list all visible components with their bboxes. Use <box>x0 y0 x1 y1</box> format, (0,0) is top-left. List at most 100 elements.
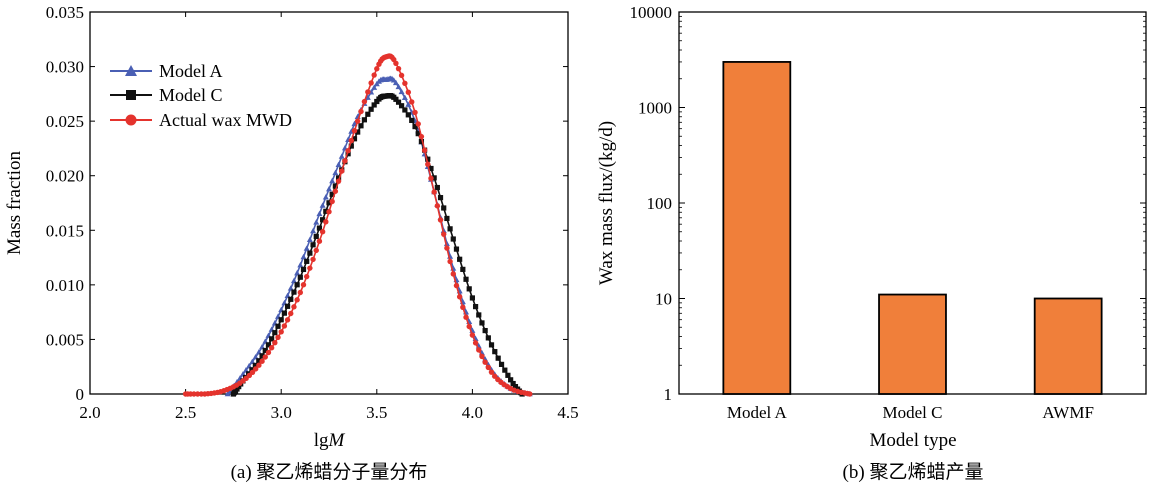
data-point <box>278 317 284 323</box>
panel-b-axis-ticks: 1 10 100 1000 10000 Model A Model C AWMF <box>630 3 1146 422</box>
data-point <box>460 304 466 310</box>
data-point <box>398 103 405 109</box>
data-point <box>297 262 304 268</box>
data-point <box>297 274 303 280</box>
data-point <box>479 353 485 360</box>
x-tick-label: 3.5 <box>366 403 387 422</box>
y-tick-label: 0.010 <box>46 276 84 295</box>
data-point <box>457 256 463 262</box>
y-tick-label: 0.025 <box>46 112 84 131</box>
panel-a-y-axis-label: Mass fraction <box>4 151 25 255</box>
data-point <box>351 128 358 134</box>
data-point <box>268 345 275 351</box>
data-point <box>485 335 491 341</box>
data-point <box>339 168 345 174</box>
data-point <box>412 109 418 116</box>
data-point <box>313 247 319 254</box>
data-point <box>342 158 348 164</box>
data-point <box>335 161 342 167</box>
x-label-variable: M <box>327 430 345 451</box>
data-point <box>395 65 402 72</box>
data-point <box>398 88 405 95</box>
data-point <box>294 282 300 288</box>
data-point <box>323 219 329 225</box>
data-point <box>303 273 310 280</box>
data-point <box>472 304 479 310</box>
data-point <box>269 336 275 342</box>
data-point <box>345 151 351 157</box>
data-point <box>335 175 342 181</box>
data-point <box>316 238 323 244</box>
data-point <box>288 296 294 302</box>
y-tick-label: 1 <box>664 385 673 404</box>
data-point <box>246 362 253 369</box>
panel-b-x-axis-label: Model type <box>869 430 956 451</box>
data-point <box>297 289 304 296</box>
x-tick-label: 4.5 <box>557 403 578 422</box>
data-point <box>476 347 482 353</box>
data-point <box>262 354 268 360</box>
bar-model-a <box>722 61 792 395</box>
data-point <box>428 165 434 172</box>
data-point <box>453 246 460 252</box>
data-point <box>262 347 268 354</box>
legend-label-model-c: Model C <box>159 85 223 105</box>
panel-b-y-axis-label: Wax mass flux/(kg/d) <box>596 121 617 285</box>
data-point <box>418 133 425 140</box>
data-point <box>368 80 374 86</box>
data-point <box>425 156 431 162</box>
panel-a-series-group <box>182 53 533 397</box>
data-point <box>345 147 351 154</box>
data-point <box>444 245 450 251</box>
data-point <box>259 358 265 364</box>
data-point <box>392 79 399 86</box>
data-point <box>338 153 345 159</box>
y-tick-label: 0.035 <box>46 3 84 22</box>
bar-awmf <box>1033 297 1103 395</box>
y-tick-label: 100 <box>647 194 673 213</box>
data-point <box>284 292 291 299</box>
data-point <box>300 282 307 288</box>
data-point <box>252 362 258 369</box>
data-point <box>437 217 444 223</box>
y-tick-label: 10 <box>655 290 672 309</box>
data-point <box>415 121 421 127</box>
data-point <box>265 342 272 348</box>
series-actual-wax-mwd <box>182 53 533 397</box>
data-point <box>498 361 505 367</box>
data-point <box>275 323 281 329</box>
data-point <box>253 366 259 372</box>
data-point <box>371 102 377 108</box>
data-point <box>482 359 488 365</box>
data-point <box>249 369 256 376</box>
x-tick-label: 4.0 <box>462 403 483 422</box>
data-point <box>313 233 319 240</box>
data-point <box>398 72 405 79</box>
data-point <box>421 147 428 153</box>
data-point <box>374 66 380 72</box>
data-point <box>508 377 514 383</box>
data-point <box>485 364 492 371</box>
y-tick-label: 0 <box>76 385 85 404</box>
data-point <box>304 258 310 264</box>
data-point <box>320 217 326 223</box>
data-point <box>365 111 371 117</box>
data-point <box>287 285 294 291</box>
y-tick-label: 1000 <box>638 99 672 118</box>
data-point <box>402 107 408 113</box>
data-point <box>256 362 262 368</box>
data-point <box>463 314 469 320</box>
data-point <box>395 99 402 105</box>
data-point <box>472 340 479 346</box>
data-point <box>469 295 475 301</box>
data-point <box>361 117 368 123</box>
x-label-prefix: lg <box>314 430 329 451</box>
data-point <box>358 108 364 115</box>
data-point <box>306 236 313 243</box>
legend-entry-actual-wax: Actual wax MWD <box>110 110 292 130</box>
data-point <box>431 175 437 181</box>
data-point <box>482 327 488 334</box>
x-tick-label: 3.0 <box>271 403 292 422</box>
data-point <box>393 60 399 66</box>
